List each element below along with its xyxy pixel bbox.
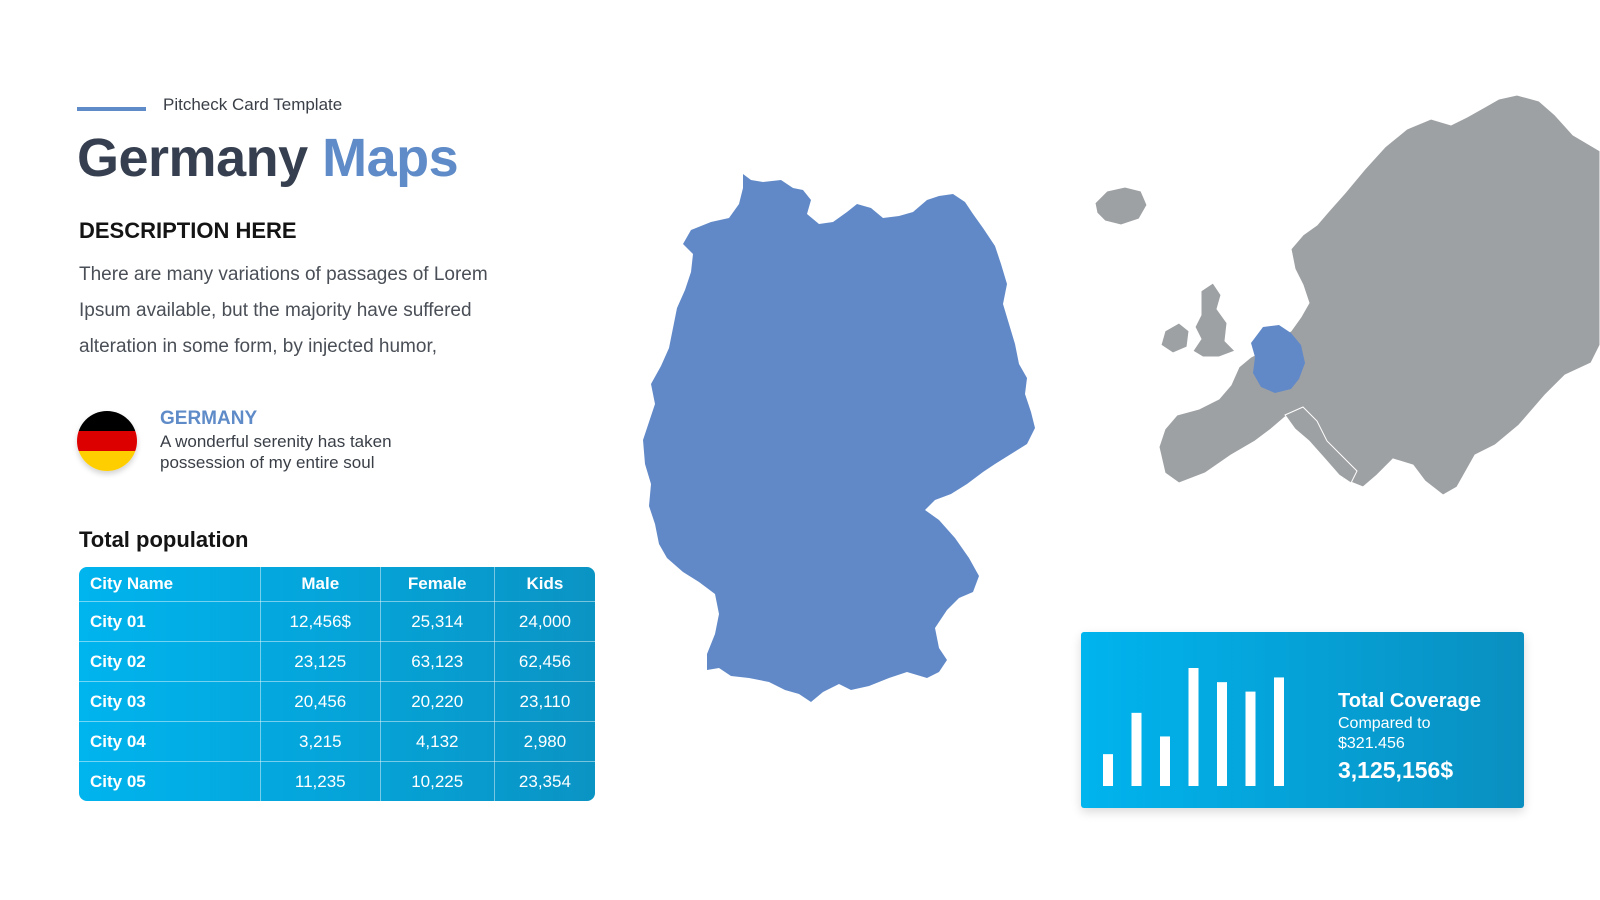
iceland-shape [1095,186,1148,226]
table-cell: 4,132 [379,721,495,762]
table-cell: 23,110 [493,681,595,722]
column-header: Male [259,567,381,602]
table-cell: 12,456$ [259,601,381,642]
coverage-value: 3,125,156$ [1338,757,1454,783]
table-cell: 2,980 [493,721,595,762]
flag-stripe-black [77,411,137,431]
table-cell: 20,220 [379,681,495,722]
table-cell: 63,123 [379,641,495,682]
column-header: City Name [79,567,261,602]
coverage-bar [1274,677,1284,786]
table-cell: 11,235 [259,761,381,801]
table-row: City 01 12,456$ 25,314 24,000 [79,601,595,642]
europe-shape [1095,95,1600,496]
germany-map [643,174,1035,702]
table-cell: City 03 [79,681,261,722]
column-header: Female [379,567,495,602]
population-table: City Name Male Female Kids City 01 12,45… [79,567,595,801]
coverage-bar [1217,682,1227,786]
coverage-bar-chart [1103,668,1284,786]
ireland-shape [1160,322,1190,354]
table-cell: City 02 [79,641,261,682]
table-header-row: City Name Male Female Kids [79,567,595,602]
coverage-bar [1245,691,1256,786]
column-header: Kids [493,567,595,602]
germany-flag-icon [77,411,137,471]
italy-shape [1284,406,1358,484]
europe-map [1095,95,1600,496]
eyebrow-label: Pitcheck Card Template [163,95,343,114]
table-cell: City 05 [79,761,261,801]
table-cell: 10,225 [379,761,495,801]
flag-stripe-gold [77,451,137,471]
table-cell: City 01 [79,601,261,642]
country-tagline: A wonderful serenity has taken possessio… [160,432,392,472]
table-cell: 62,456 [493,641,595,682]
table-cell: 23,354 [493,761,595,801]
population-title: Total population [79,527,249,552]
coverage-bar [1131,712,1142,786]
table-cell: 24,000 [493,601,595,642]
table-cell: 25,314 [379,601,495,642]
page-title-blue: Maps [322,128,459,188]
coverage-title: Total Coverage [1338,690,1481,712]
europe-germany-highlight [1251,325,1305,393]
flag-stripe-red [77,431,137,451]
page-title-dark: Germany [77,128,308,188]
table-row: City 02 23,125 63,123 62,456 [79,641,595,682]
accent-line [77,107,146,111]
mainland-europe-shape [1158,95,1600,496]
table-cell: 20,456 [259,681,381,722]
table-row: City 05 11,235 10,225 23,354 [79,761,595,801]
germany-shape [643,174,1035,702]
coverage-bar [1160,736,1170,786]
table-cell: City 04 [79,721,261,762]
table-cell: 3,215 [259,721,381,762]
coverage-bar [1188,668,1199,786]
country-name: GERMANY [160,408,258,429]
page-title: Germany Maps [77,126,459,190]
table-row: City 04 3,215 4,132 2,980 [79,721,595,762]
description-body: There are many variations of passages of… [79,264,488,357]
table-cell: 23,125 [259,641,381,682]
table-row: City 03 20,456 20,220 23,110 [79,681,595,722]
coverage-subtitle: Compared to $321.456 [1338,715,1431,752]
coverage-bar [1103,754,1113,786]
uk-shape [1192,282,1236,358]
coverage-card: Total Coverage Compared to $321.456 3,12… [1081,632,1524,808]
description-heading: DESCRIPTION HERE [79,218,297,243]
